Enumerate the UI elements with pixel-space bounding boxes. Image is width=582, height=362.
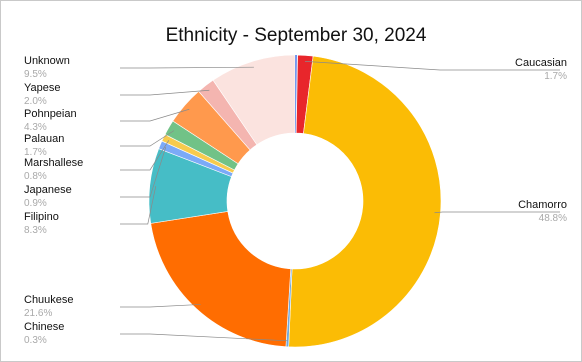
slice-percent-caucasian: 1.7% [544, 71, 567, 82]
slice-label-marshallese: Marshallese [24, 157, 83, 169]
slice-label-palauan: Palauan [24, 133, 64, 145]
slice-percent-filipino: 8.3% [24, 225, 47, 236]
slice-percent-chinese: 0.3% [24, 335, 47, 346]
donut-slices [148, 54, 442, 348]
slice-percent-japanese: 0.9% [24, 198, 47, 209]
slice-label-chamorro: Chamorro [518, 199, 567, 211]
slice-percent-unknown: 9.5% [24, 69, 47, 80]
slice-label-filipino: Filipino [24, 211, 59, 223]
leader-line-chuukese [120, 304, 201, 308]
slice-percent-pohnpeian: 4.3% [24, 122, 47, 133]
chart-title: Ethnicity - September 30, 2024 [166, 25, 427, 46]
slice-percent-chuukese: 21.6% [24, 308, 52, 319]
leader-line-chinese [120, 333, 288, 342]
leader-line-japanese [120, 147, 167, 198]
slice-percent-palauan: 1.7% [24, 147, 47, 158]
leader-line-marshallese [120, 140, 170, 171]
leader-line-unknown [120, 66, 254, 69]
leader-line-yapese [120, 89, 210, 96]
donut-hole [227, 133, 363, 269]
slice-percent-marshallese: 0.8% [24, 171, 47, 182]
slice-label-japanese: Japanese [24, 184, 72, 196]
leader-line-pohnpeian [120, 108, 190, 122]
slice-label-pohnpeian: Pohnpeian [24, 108, 77, 120]
slice-label-chinese: Chinese [24, 321, 64, 333]
slice-label-caucasian: Caucasian [515, 57, 567, 69]
slice-label-unknown: Unknown [24, 55, 70, 67]
leader-line-chamorro [434, 211, 560, 214]
leader-line-palauan [120, 130, 175, 147]
leader-line-caucasian [304, 61, 560, 71]
leader-line-filipino [120, 186, 157, 225]
slice-percent-yapese: 2.0% [24, 96, 47, 107]
slice-label-chuukese: Chuukese [24, 294, 74, 306]
slice-percent-chamorro: 48.8% [539, 213, 567, 224]
slice-labels: Caucasian 1.7% Chamorro 48.8% Chinese 0.3% Chu… [24, 55, 567, 346]
slice-label-yapese: Yapese [24, 82, 61, 94]
